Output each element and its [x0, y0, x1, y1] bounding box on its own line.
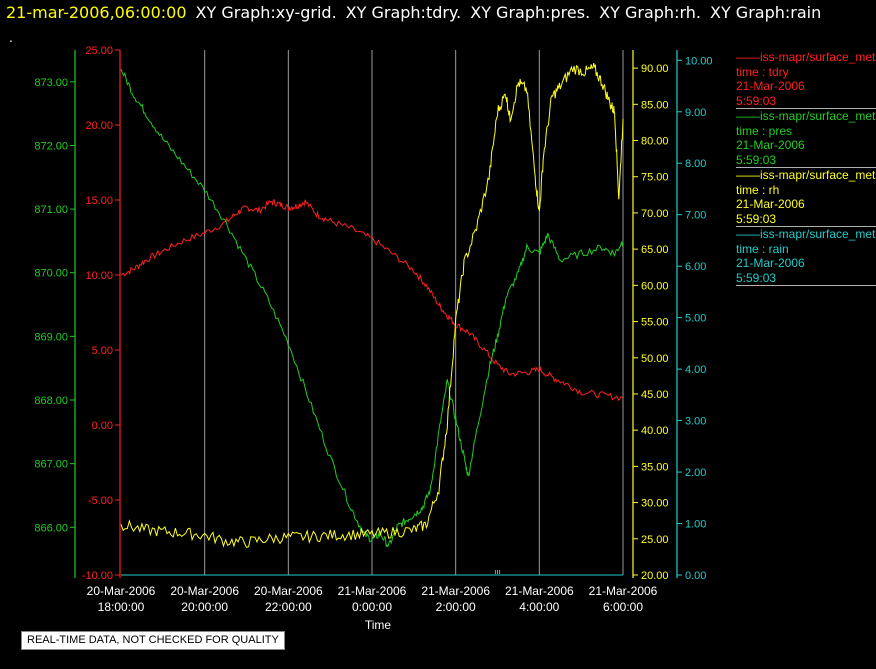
y-tick-label-tdry: -10.00 — [82, 570, 113, 582]
legend-date: 21-Mar-2006 — [736, 197, 805, 211]
series-line-pres — [120, 68, 624, 548]
series-line-rh — [120, 62, 624, 549]
legend-time: 5:59:03 — [736, 270, 777, 285]
graph-label: XY Graph:rain — [709, 3, 822, 22]
y-tick-label-pres: 870.00 — [34, 268, 68, 280]
legend-source: ——iss-mapr/surface_met — [736, 50, 876, 64]
y-tick-label-rain: 3.00 — [685, 416, 706, 428]
y-tick-label-pres: 872.00 — [34, 140, 68, 152]
x-tick-time: 22:00:00 — [265, 600, 312, 614]
graph-label: XY Graph:xy-grid. — [195, 3, 337, 22]
y-tick-label-rh: 60.00 — [641, 280, 669, 292]
legend-date: 21-Mar-2006 — [736, 256, 805, 270]
y-tick-label-rh: 65.00 — [641, 244, 669, 256]
y-tick-label-rh: 35.00 — [641, 461, 669, 473]
legend-time: 5:59:03 — [736, 211, 777, 226]
legend-variable: time : pres — [736, 123, 793, 138]
x-tick-date: 21-Mar-2006 — [338, 584, 407, 598]
title-bar: 21-mar-2006,06:00:00 XY Graph:xy-grid. XY … — [6, 2, 821, 24]
y-tick-label-pres: 871.00 — [34, 204, 68, 216]
x-tick-date: 21-Mar-2006 — [421, 584, 490, 598]
dot-mark: . — [9, 31, 13, 45]
y-tick-label-tdry: 0.00 — [92, 420, 113, 432]
y-tick-label-rain: 0.00 — [685, 570, 706, 582]
legend-source: ——iss-mapr/surface_met — [736, 109, 876, 123]
legend-entry: ——iss-mapr/surface_met time : pres 21-Mar-… — [736, 109, 876, 168]
x-tick-date: 20-Mar-2006 — [170, 584, 239, 598]
x-tick-date: 21-Mar-2006 — [505, 584, 574, 598]
x-tick-time: 4:00:00 — [519, 600, 559, 614]
graph-label: XY Graph:pres. — [470, 3, 591, 22]
x-tick-time: 20:00:00 — [181, 600, 228, 614]
series-line-tdry — [120, 199, 624, 402]
legend-source: ——iss-mapr/surface_met — [736, 168, 876, 182]
y-tick-label-rain: 5.00 — [685, 313, 706, 325]
y-tick-label-rh: 25.00 — [641, 534, 669, 546]
y-tick-label-rain: 9.00 — [685, 107, 706, 119]
legend-variable: time : rh — [736, 182, 780, 197]
legend-variable: time : rain — [736, 241, 789, 256]
y-tick-label-pres: 869.00 — [34, 331, 68, 343]
y-tick-label-rh: 40.00 — [641, 425, 669, 437]
legend-entry: ——iss-mapr/surface_met time : rain 21-Mar-… — [736, 227, 876, 286]
graph-label: XY Graph:rh. — [599, 3, 701, 22]
y-tick-label-pres: 868.00 — [34, 395, 68, 407]
legend-variable: time : tdry — [736, 64, 789, 79]
y-tick-label-rain: 1.00 — [685, 519, 706, 531]
y-tick-label-rh: 80.00 — [641, 136, 669, 148]
x-axis-label: Time — [365, 618, 392, 632]
y-tick-label-rain: 2.00 — [685, 467, 706, 479]
header-timestamp: 21-mar-2006,06:00:00 — [6, 3, 187, 22]
legend-time: 5:59:03 — [736, 93, 777, 108]
y-tick-label-tdry: 15.00 — [85, 195, 113, 207]
qc-note: REAL-TIME DATA, NOT CHECKED FOR QUALITY — [21, 631, 285, 650]
x-tick-date: 20-Mar-2006 — [87, 584, 156, 598]
y-tick-label-rh: 90.00 — [641, 63, 669, 75]
y-tick-label-rain: 6.00 — [685, 261, 706, 273]
legend-date: 21-Mar-2006 — [736, 138, 805, 152]
legend-entry: ——iss-mapr/surface_met time : tdry 21-Mar-… — [736, 50, 876, 109]
y-tick-label-rh: 50.00 — [641, 353, 669, 365]
y-tick-label-tdry: 5.00 — [92, 345, 113, 357]
y-tick-label-pres: 867.00 — [34, 459, 68, 471]
y-tick-label-pres: 873.00 — [34, 77, 68, 89]
legend: ——iss-mapr/surface_met time : tdry 21-Mar-… — [736, 50, 876, 286]
legend-date: 21-Mar-2006 — [736, 79, 805, 93]
x-tick-date: 21-Mar-2006 — [589, 584, 658, 598]
y-tick-label-tdry: 10.00 — [85, 270, 113, 282]
x-tick-time: 6:00:00 — [603, 600, 643, 614]
legend-entry: ——iss-mapr/surface_met time : rh 21-Mar-20… — [736, 168, 876, 227]
x-tick-time: 18:00:00 — [98, 600, 145, 614]
y-tick-label-rh: 45.00 — [641, 389, 669, 401]
y-tick-label-rain: 10.00 — [685, 55, 713, 67]
y-tick-label-rain: 8.00 — [685, 158, 706, 170]
x-tick-date: 20-Mar-2006 — [254, 584, 323, 598]
y-tick-label-rain: 7.00 — [685, 210, 706, 222]
y-tick-label-rh: 75.00 — [641, 172, 669, 184]
y-tick-label-rh: 20.00 — [641, 570, 669, 582]
legend-time: 5:59:03 — [736, 152, 777, 167]
y-tick-label-rain: 4.00 — [685, 364, 706, 376]
y-tick-label-rh: 55.00 — [641, 317, 669, 329]
y-tick-label-pres: 866.00 — [34, 522, 68, 534]
y-tick-label-rh: 85.00 — [641, 99, 669, 111]
legend-source: ——iss-mapr/surface_met — [736, 227, 876, 241]
y-tick-label-tdry: 20.00 — [85, 120, 113, 132]
y-tick-label-rh: 30.00 — [641, 498, 669, 510]
y-tick-label-tdry: -5.00 — [88, 495, 113, 507]
x-tick-time: 0:00:00 — [352, 600, 392, 614]
y-tick-label-rh: 70.00 — [641, 208, 669, 220]
y-tick-label-tdry: 25.00 — [85, 45, 113, 57]
x-tick-time: 2:00:00 — [436, 600, 476, 614]
graph-label: XY Graph:tdry. — [345, 3, 462, 22]
